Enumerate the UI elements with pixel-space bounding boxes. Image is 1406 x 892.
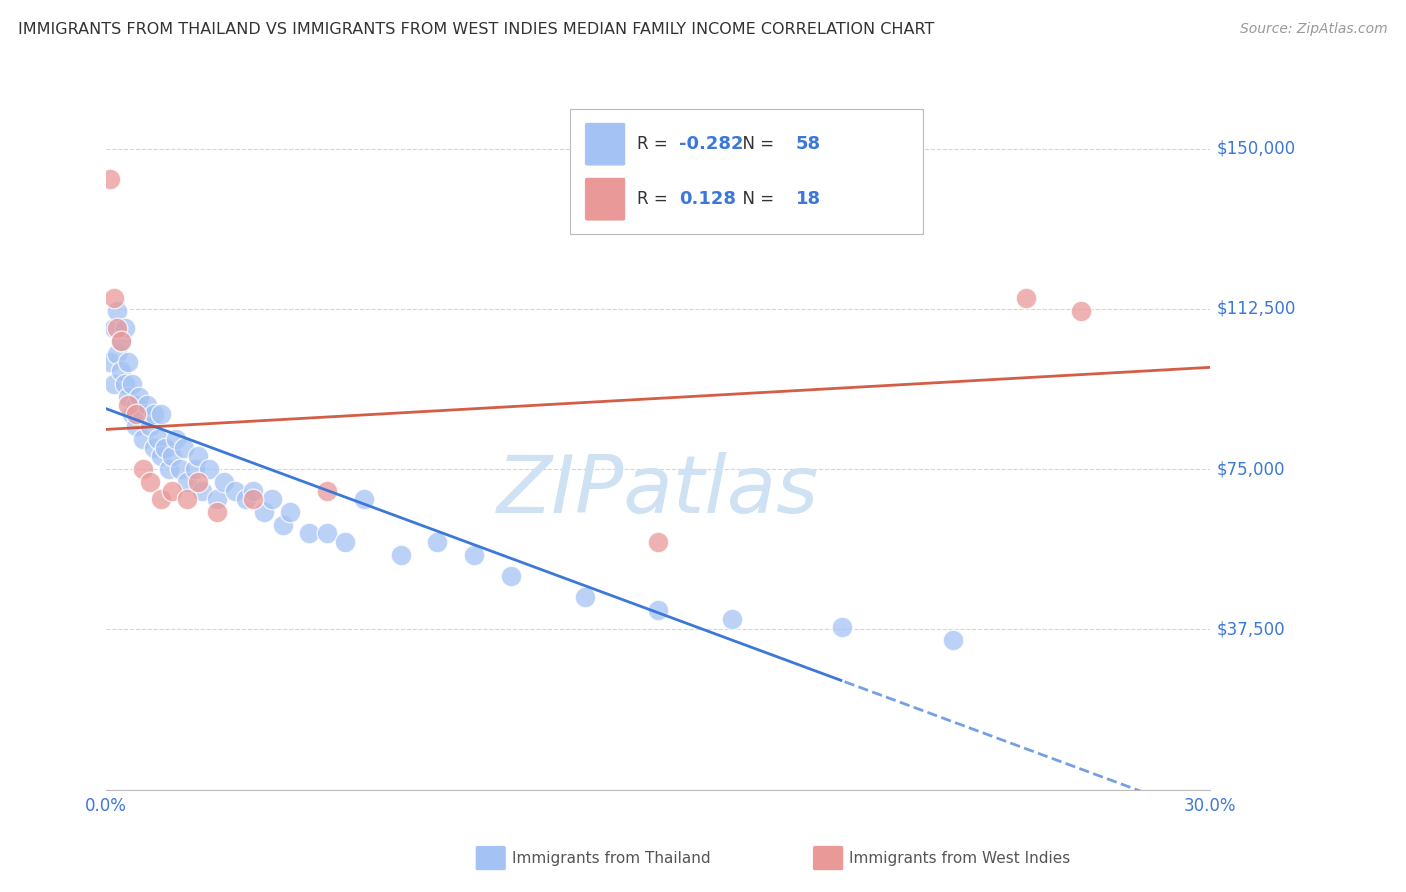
Text: 0.128: 0.128 (679, 190, 737, 208)
Text: $75,000: $75,000 (1218, 460, 1285, 478)
Point (103, 321, 125, 335)
Text: R =: R = (637, 190, 678, 208)
Point (98, 171, 121, 186)
Point (139, 419, 162, 434)
Point (183, 462, 205, 476)
Point (110, 334, 132, 348)
Point (176, 475, 198, 489)
Point (117, 355, 139, 369)
Point (941, 633, 963, 648)
Point (1015, 291, 1038, 305)
Text: R =: R = (637, 136, 673, 153)
Point (150, 450, 173, 464)
Point (720, 612, 742, 626)
Point (242, 491, 264, 506)
Point (260, 491, 283, 506)
Point (187, 450, 209, 464)
Point (389, 548, 412, 562)
Text: $150,000: $150,000 (1218, 140, 1296, 158)
Text: -0.282: -0.282 (679, 136, 744, 153)
Point (150, 407, 173, 421)
Point (124, 419, 146, 434)
Point (98, 355, 121, 369)
Point (426, 534, 449, 549)
Point (253, 505, 276, 519)
Text: $112,500: $112,500 (1218, 300, 1296, 318)
Point (335, 534, 357, 549)
Point (150, 491, 173, 506)
Point (153, 441, 176, 455)
Point (1070, 304, 1092, 318)
Point (278, 505, 301, 519)
Point (105, 347, 128, 361)
Point (353, 491, 375, 506)
Point (191, 483, 214, 498)
Point (647, 534, 669, 549)
Point (143, 441, 166, 455)
Point (499, 569, 522, 583)
Point (146, 432, 169, 446)
Point (205, 505, 228, 519)
Point (162, 450, 184, 464)
Text: $37,500: $37,500 (1218, 620, 1285, 639)
Text: Immigrants from West Indies: Immigrants from West Indies (849, 851, 1070, 865)
Point (105, 304, 128, 318)
Point (128, 390, 150, 404)
Point (173, 441, 195, 455)
Point (463, 548, 485, 562)
Point (316, 483, 339, 498)
Point (135, 398, 157, 412)
Point (224, 483, 246, 498)
Text: N =: N = (733, 190, 780, 208)
Point (132, 407, 155, 421)
Point (114, 321, 136, 335)
Point (124, 398, 146, 412)
Point (121, 407, 143, 421)
Point (647, 603, 669, 617)
Point (165, 432, 187, 446)
Point (110, 334, 132, 348)
Point (187, 475, 209, 489)
Text: ZIPatlas: ZIPatlas (498, 452, 820, 530)
Point (114, 376, 136, 391)
Point (169, 462, 191, 476)
Point (271, 517, 294, 532)
Point (117, 398, 139, 412)
Point (132, 432, 155, 446)
Point (103, 376, 125, 391)
Point (139, 475, 162, 489)
Point (143, 407, 166, 421)
Point (205, 491, 228, 506)
Point (105, 321, 128, 335)
Point (132, 462, 155, 476)
Text: 58: 58 (796, 136, 821, 153)
Text: IMMIGRANTS FROM THAILAND VS IMMIGRANTS FROM WEST INDIES MEDIAN FAMILY INCOME COR: IMMIGRANTS FROM THAILAND VS IMMIGRANTS F… (18, 22, 935, 37)
Point (117, 390, 139, 404)
Point (831, 620, 853, 634)
Point (124, 407, 146, 421)
Point (110, 364, 132, 378)
Text: 18: 18 (796, 190, 821, 208)
Text: N =: N = (733, 136, 780, 153)
Point (162, 483, 184, 498)
Point (242, 483, 264, 498)
Text: Source: ZipAtlas.com: Source: ZipAtlas.com (1240, 22, 1388, 37)
Point (121, 376, 143, 391)
Point (574, 591, 596, 605)
Point (157, 462, 180, 476)
Point (176, 491, 198, 506)
Point (235, 491, 257, 506)
Text: Immigrants from Thailand: Immigrants from Thailand (512, 851, 710, 865)
Point (198, 462, 221, 476)
Point (297, 526, 319, 541)
Point (103, 291, 125, 305)
Point (316, 526, 339, 541)
Point (212, 475, 235, 489)
